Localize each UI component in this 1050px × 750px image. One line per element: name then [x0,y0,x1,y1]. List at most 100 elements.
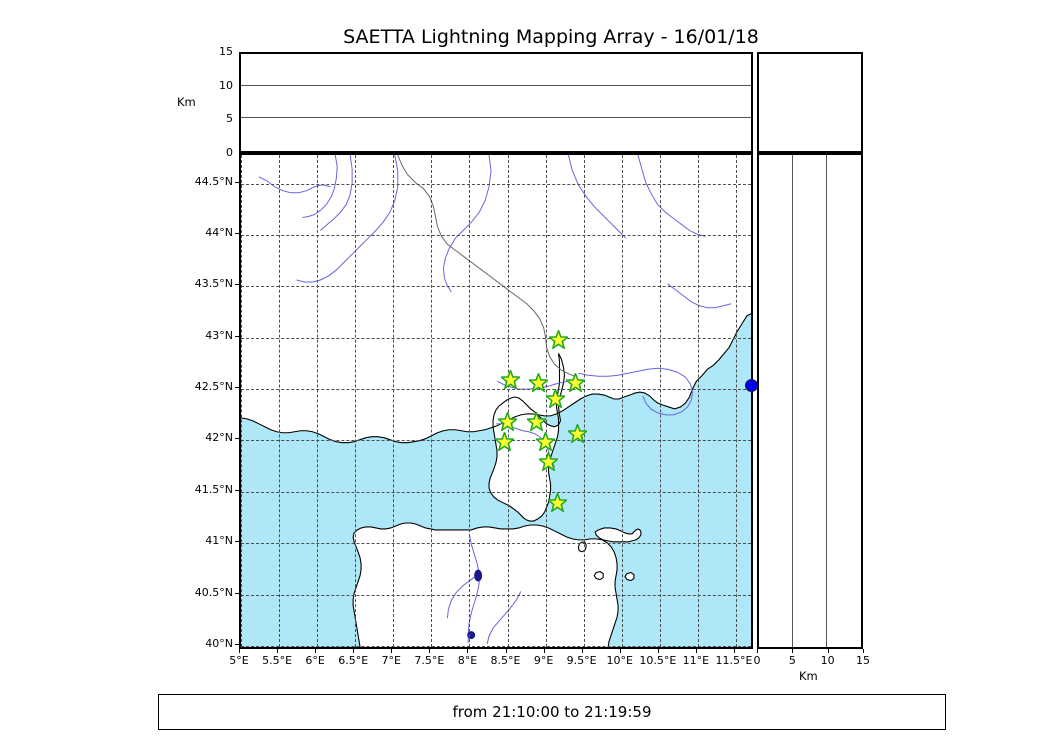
graticule-lon-8 [545,155,547,647]
lon-tickmark-13 [733,649,735,653]
lat-tick-label-7: 41°N [205,534,233,548]
lat-tickmark-1 [235,233,239,235]
right-xtickmark-0 [757,649,758,653]
lat-tick-label-4: 42.5°N [194,380,233,394]
lon-tickmark-12 [695,649,697,653]
graticule-lon-12 [697,155,699,647]
graticule-lat-6 [241,491,751,493]
graticule-lat-2 [241,286,751,288]
lat-tickmark-7 [235,541,239,543]
right-xtick-label-0: 0 [753,654,761,667]
lake-sardinia-2 [467,631,476,640]
coastline-pianosa [593,571,604,581]
lon-tick-label-3: 6.5°E [338,654,369,667]
lon-tick-label-9: 9.5°E [566,654,597,667]
gridline-alt-5 [241,117,751,118]
altitude-histogram-panel[interactable] [757,52,863,153]
lat-tickmark-5 [235,438,239,440]
river-sardinia-2 [446,573,480,619]
altitude-longitude-panel[interactable] [239,52,753,153]
graticule-lat-3 [241,337,751,339]
lon-tickmark-10 [619,649,621,653]
lon-tick-label-10: 10°E [606,654,633,667]
top-panel-axis-label: Km [177,94,196,109]
graticule-lat-0 [241,183,751,185]
lon-tickmark-0 [239,649,240,653]
graticule-lon-11 [659,155,661,647]
time-range-text: from 21:10:00 to 21:19:59 [452,703,652,721]
coastline-montecristo [624,572,635,582]
lat-tickmark-3 [235,335,239,337]
lon-tick-label-0: 5°E [229,654,249,667]
coastline-elba [594,527,642,543]
coastline-sardinia [352,522,619,647]
lon-tickmark-5 [429,649,431,653]
top-ytick-label-1: 10 [219,78,233,92]
lat-tick-label-6: 41.5°N [194,482,233,496]
latitude-altitude-panel[interactable] [757,153,863,649]
lon-tick-label-8: 9°E [533,654,554,667]
river-po [442,155,492,293]
lon-tick-label-7: 8.5°E [490,654,521,667]
right-xtick-label-3: 15 [856,654,870,667]
lon-tickmark-7 [505,649,507,653]
top-ytick-label-2: 5 [226,112,233,126]
lon-tick-label-2: 6°E [305,654,325,667]
lat-tick-label-3: 43°N [205,328,233,342]
river-north-italy-2 [667,283,732,309]
lon-tick-label-6: 8°E [457,654,478,667]
lon-tickmark-4 [391,649,393,653]
graticule-lon-6 [469,155,471,647]
lon-tickmark-2 [315,649,317,653]
landmass-pianosa [594,571,604,580]
lat-tickmark-9 [235,643,239,645]
gridline-km-10 [826,155,827,647]
right-xtickmark-1 [792,649,794,653]
graticule-lon-2 [317,155,319,647]
river-north-1 [320,155,353,231]
right-xtick-label-1: 5 [788,654,796,667]
lat-tickmark-4 [235,387,239,389]
river-tiber-upper [567,155,627,239]
river-sardinia-3 [486,591,522,645]
lat-tickmark-0 [235,181,239,183]
lat-tick-label-2: 43.5°N [194,277,233,291]
landmass-elba [595,527,641,542]
vhf-source-marker [744,378,758,392]
graticule-lon-10 [621,155,623,647]
map-panel[interactable] [239,153,753,649]
lat-tick-label-0: 44.5°N [194,174,233,188]
lon-tick-label-5: 7.5°E [414,654,445,667]
lat-tick-label-9: 40°N [205,636,233,650]
graticule-lon-1 [279,155,281,647]
time-range-caption: from 21:10:00 to 21:19:59 [158,694,946,730]
lat-tick-label-5: 42°N [205,431,233,445]
landmass-mainland [241,155,751,443]
graticule-lat-5 [241,440,751,442]
lat-tickmark-2 [235,284,239,286]
lake-sardinia-1 [474,569,483,582]
lon-tickmark-6 [467,649,469,653]
gridline-alt-10 [241,85,751,86]
lat-tick-label-8: 40.5°N [194,585,233,599]
border-france-italy [397,155,578,378]
river-sardinia-1 [467,533,480,644]
right-xtickmark-2 [827,649,829,653]
graticule-lat-9 [241,645,751,647]
graticule-lon-0 [241,155,242,647]
river-arno [637,155,706,237]
graticule-lon-3 [355,155,357,647]
top-ytick-label-3: 0 [226,146,233,159]
graticule-lat-4 [241,389,751,391]
graticule-lat-7 [241,543,751,545]
graticule-lon-4 [393,155,395,647]
landmass-sardinia [353,523,619,647]
lon-tickmark-8 [543,649,545,653]
landmass-montecristo [624,572,634,581]
top-ytick-label-0: 15 [219,45,233,58]
page-title: SAETTA Lightning Mapping Array - 16/01/1… [343,26,759,48]
graticule-lon-5 [431,155,433,647]
right-xtickmark-3 [863,649,864,653]
lat-tick-label-1: 44°N [205,226,233,240]
